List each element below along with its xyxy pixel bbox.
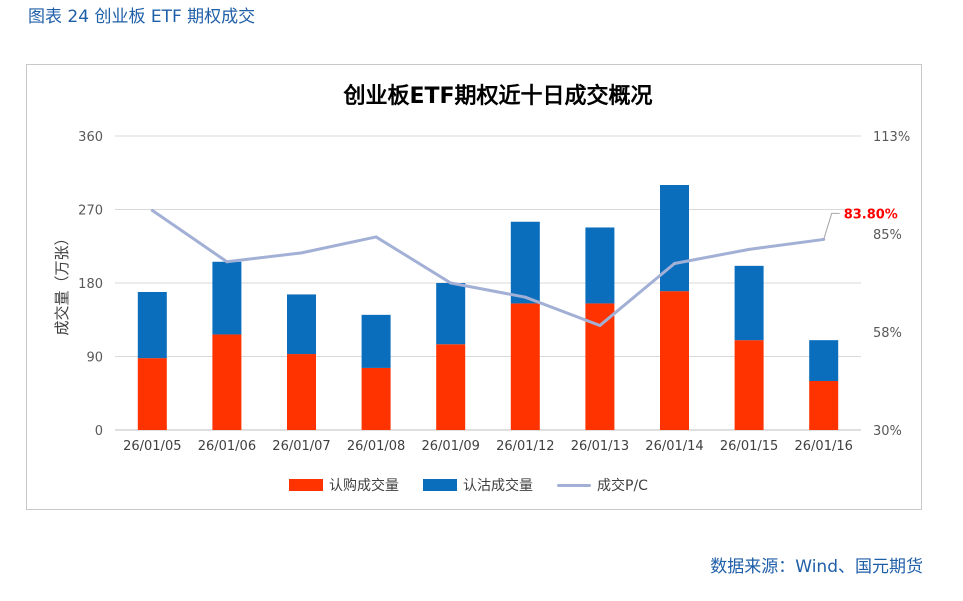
x-tick-label: 26/01/07	[272, 439, 330, 454]
source-note: 数据来源：Wind、国元期货	[710, 557, 923, 577]
bar-put	[585, 227, 615, 304]
x-tick-label: 26/01/15	[720, 439, 778, 454]
pc-point	[449, 281, 453, 285]
chart-title: 创业板ETF期权近十日成交概况	[342, 83, 652, 109]
bar-put	[137, 291, 167, 359]
y-tick-label: 270	[78, 204, 103, 219]
x-tick-label: 26/01/14	[645, 439, 703, 454]
bar-call	[287, 354, 316, 430]
pc-point	[374, 235, 378, 239]
y2-tick-label: 85%	[873, 228, 902, 243]
pc-point	[225, 260, 229, 264]
y-tick-label: 180	[78, 277, 103, 292]
y2-tick-label: 58%	[873, 326, 902, 341]
figure-caption: 图表 24 创业板 ETF 期权成交	[28, 7, 256, 27]
bar-put	[436, 283, 466, 345]
chart-legend: 认购成交量 认沽成交量 成交P/C	[289, 475, 672, 495]
legend-item-pc: 成交P/C	[557, 475, 648, 495]
y-axis-label: 成交量（万张）	[53, 230, 71, 335]
bar-call	[734, 340, 764, 430]
x-tick-label: 26/01/16	[795, 439, 853, 454]
x-tick-label: 26/01/06	[198, 439, 256, 454]
legend-swatch-put	[423, 479, 457, 491]
chart-frame: 创业板ETF期权近十日成交概况 0 90 180 270 360 30% 58% 85% 113%…	[26, 64, 922, 510]
x-tick-label: 26/01/13	[571, 439, 629, 454]
legend-item-call: 认购成交量	[289, 475, 399, 495]
bar-put	[361, 314, 391, 368]
bar-call	[660, 291, 689, 430]
bar-call	[361, 367, 391, 430]
bar-put	[510, 221, 540, 304]
x-tick-label: 26/01/05	[123, 439, 181, 454]
x-tick-label: 26/01/09	[422, 439, 480, 454]
x-tick-label: 26/01/12	[496, 439, 554, 454]
pc-point	[523, 295, 527, 299]
bar-put	[212, 261, 242, 335]
bar-put	[734, 265, 764, 341]
y2-tick-label: 30%	[873, 424, 902, 439]
pc-point	[747, 247, 751, 251]
last-value-label: 83.80%	[844, 207, 898, 222]
bar-call	[137, 358, 167, 430]
legend-label-put: 认沽成交量	[463, 478, 533, 494]
bar-call	[212, 334, 242, 430]
bar-put	[809, 340, 839, 381]
pc-point	[673, 262, 676, 266]
last-label-leader	[823, 212, 840, 240]
legend-item-put: 认沽成交量	[423, 475, 533, 495]
pc-point	[300, 251, 303, 255]
y-tick-label: 90	[86, 351, 103, 366]
chart-svg: 创业板ETF期权近十日成交概况 0 90 180 270 360 30% 58% 85% 113%…	[53, 83, 910, 454]
x-tick-label: 26/01/08	[347, 439, 405, 454]
bar-put	[660, 185, 689, 292]
bar-put	[287, 294, 316, 355]
bar-call	[436, 344, 466, 430]
legend-label-pc: 成交P/C	[597, 478, 648, 494]
y-tick-label: 0	[95, 424, 103, 439]
bar-call	[809, 381, 839, 430]
y2-tick-label: 113%	[873, 130, 910, 145]
pc-line	[151, 209, 824, 328]
pc-point	[150, 208, 154, 212]
legend-swatch-pc	[557, 483, 591, 487]
legend-label-call: 认购成交量	[329, 478, 399, 494]
pc-point	[598, 324, 602, 328]
y-tick-label: 360	[78, 130, 103, 145]
legend-swatch-call	[289, 479, 323, 491]
bar-call	[510, 303, 540, 430]
